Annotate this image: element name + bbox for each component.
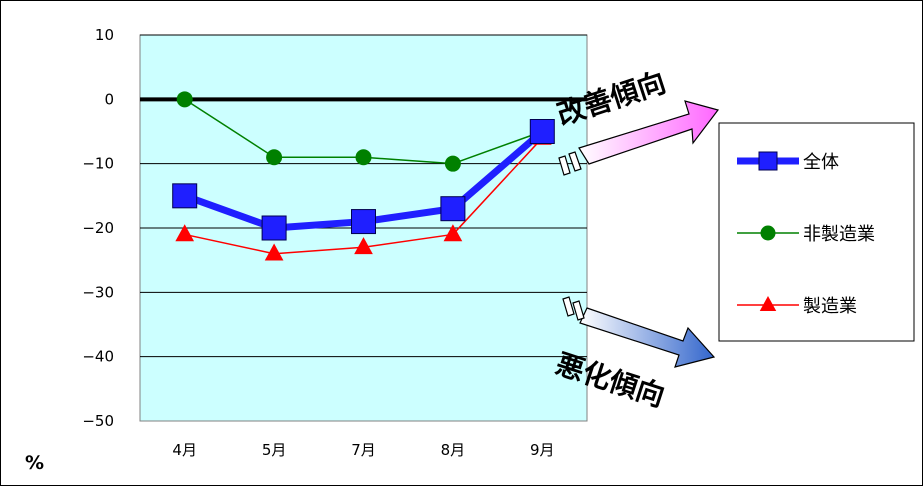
y-axis-ticks: 10 0 −10 −20 −30 −40 −50	[82, 26, 114, 430]
legend-marker	[760, 225, 776, 241]
data-point	[172, 183, 198, 209]
legend-label: 全体	[803, 152, 839, 173]
y-tick-label: −30	[82, 283, 114, 301]
improve-arrow-shape	[578, 100, 720, 165]
y-tick-label: −40	[82, 348, 114, 366]
data-point	[529, 119, 555, 144]
data-point	[355, 149, 372, 166]
legend-item: 非製造業	[737, 224, 875, 245]
legend-item: 全体	[737, 151, 839, 173]
legend-marker	[759, 296, 777, 311]
x-axis-ticks: 4月 5月 7月 8月 9月	[172, 441, 554, 459]
x-tick-label: 4月	[172, 441, 197, 459]
data-point	[354, 237, 373, 255]
worsen-arrow-tail-1	[562, 296, 575, 317]
y-tick-label: −50	[82, 412, 114, 430]
y-tick-label: 10	[95, 26, 114, 44]
y-tick-label: 0	[104, 90, 114, 108]
legend-label: 非製造業	[803, 224, 875, 245]
y-tick-label: −10	[82, 155, 114, 173]
x-tick-label: 5月	[262, 441, 287, 459]
data-point	[444, 155, 461, 172]
x-tick-label: 7月	[351, 441, 376, 459]
improve-arrow-tail-1	[558, 155, 571, 176]
data-point	[175, 224, 195, 242]
x-tick-label: 8月	[441, 441, 466, 459]
worsen-arrow-shape	[579, 307, 716, 368]
legend-label: 製造業	[803, 296, 857, 317]
series-layer	[172, 91, 555, 261]
data-point	[443, 224, 463, 242]
worsen-arrow-tail-2	[572, 300, 585, 321]
y-axis-unit: %	[25, 452, 44, 474]
data-point	[261, 215, 287, 241]
grid-lines	[140, 34, 587, 358]
legend-marker	[758, 151, 778, 171]
data-point	[176, 91, 193, 108]
data-point	[266, 149, 283, 166]
series-3	[175, 127, 552, 261]
data-point	[264, 243, 284, 261]
y-tick-label: −20	[82, 219, 114, 237]
x-tick-label: 9月	[530, 441, 555, 459]
improve-arrow-tail-2	[568, 151, 582, 172]
data-point	[440, 196, 466, 222]
data-point	[351, 209, 376, 235]
series-1	[172, 119, 555, 241]
legend-item: 製造業	[737, 296, 857, 317]
